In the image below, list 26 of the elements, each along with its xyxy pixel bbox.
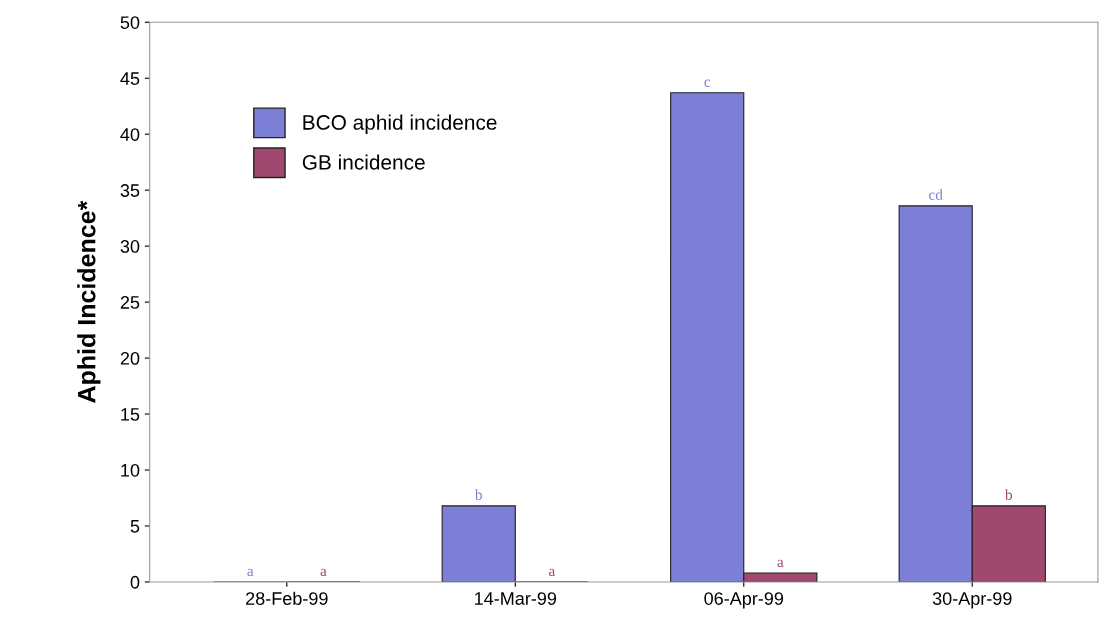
- y-tick-label: 10: [121, 463, 140, 477]
- y-tick-label: 30: [120, 240, 140, 253]
- y-tick-label: 40: [120, 128, 140, 141]
- y-tick-label: 15: [121, 408, 140, 421]
- x-tick-label: 30-Apr-99: [932, 592, 1012, 609]
- data-label: b: [474, 489, 482, 500]
- x-tick-label: 28-Feb-99: [246, 591, 328, 605]
- data-label: a: [777, 559, 784, 568]
- y-tick-label: 50: [120, 16, 140, 29]
- x-tick-label: 06-Apr-99: [704, 592, 784, 609]
- y-tick-label: 45: [120, 72, 140, 85]
- data-label: b: [1004, 489, 1013, 500]
- y-tick-label: 5: [130, 520, 140, 533]
- y-tick-label: 20: [120, 352, 140, 365]
- y-tick-label: 35: [120, 184, 140, 197]
- y-tick-label: 0: [130, 575, 140, 589]
- data-label: a: [548, 568, 556, 577]
- x-tick-label: 14-Mar-99: [475, 592, 557, 605]
- y-tick-label: 25: [120, 296, 140, 309]
- y-axis-title: Aphid Incidence*: [77, 200, 101, 403]
- legend-label: BCO aphid incidence: [303, 114, 497, 134]
- data-label: a: [320, 568, 327, 577]
- legend-label: GB incidence: [302, 154, 425, 170]
- data-label: c: [704, 79, 711, 87]
- data-label: a: [247, 568, 254, 577]
- data-label: cd: [929, 189, 943, 200]
